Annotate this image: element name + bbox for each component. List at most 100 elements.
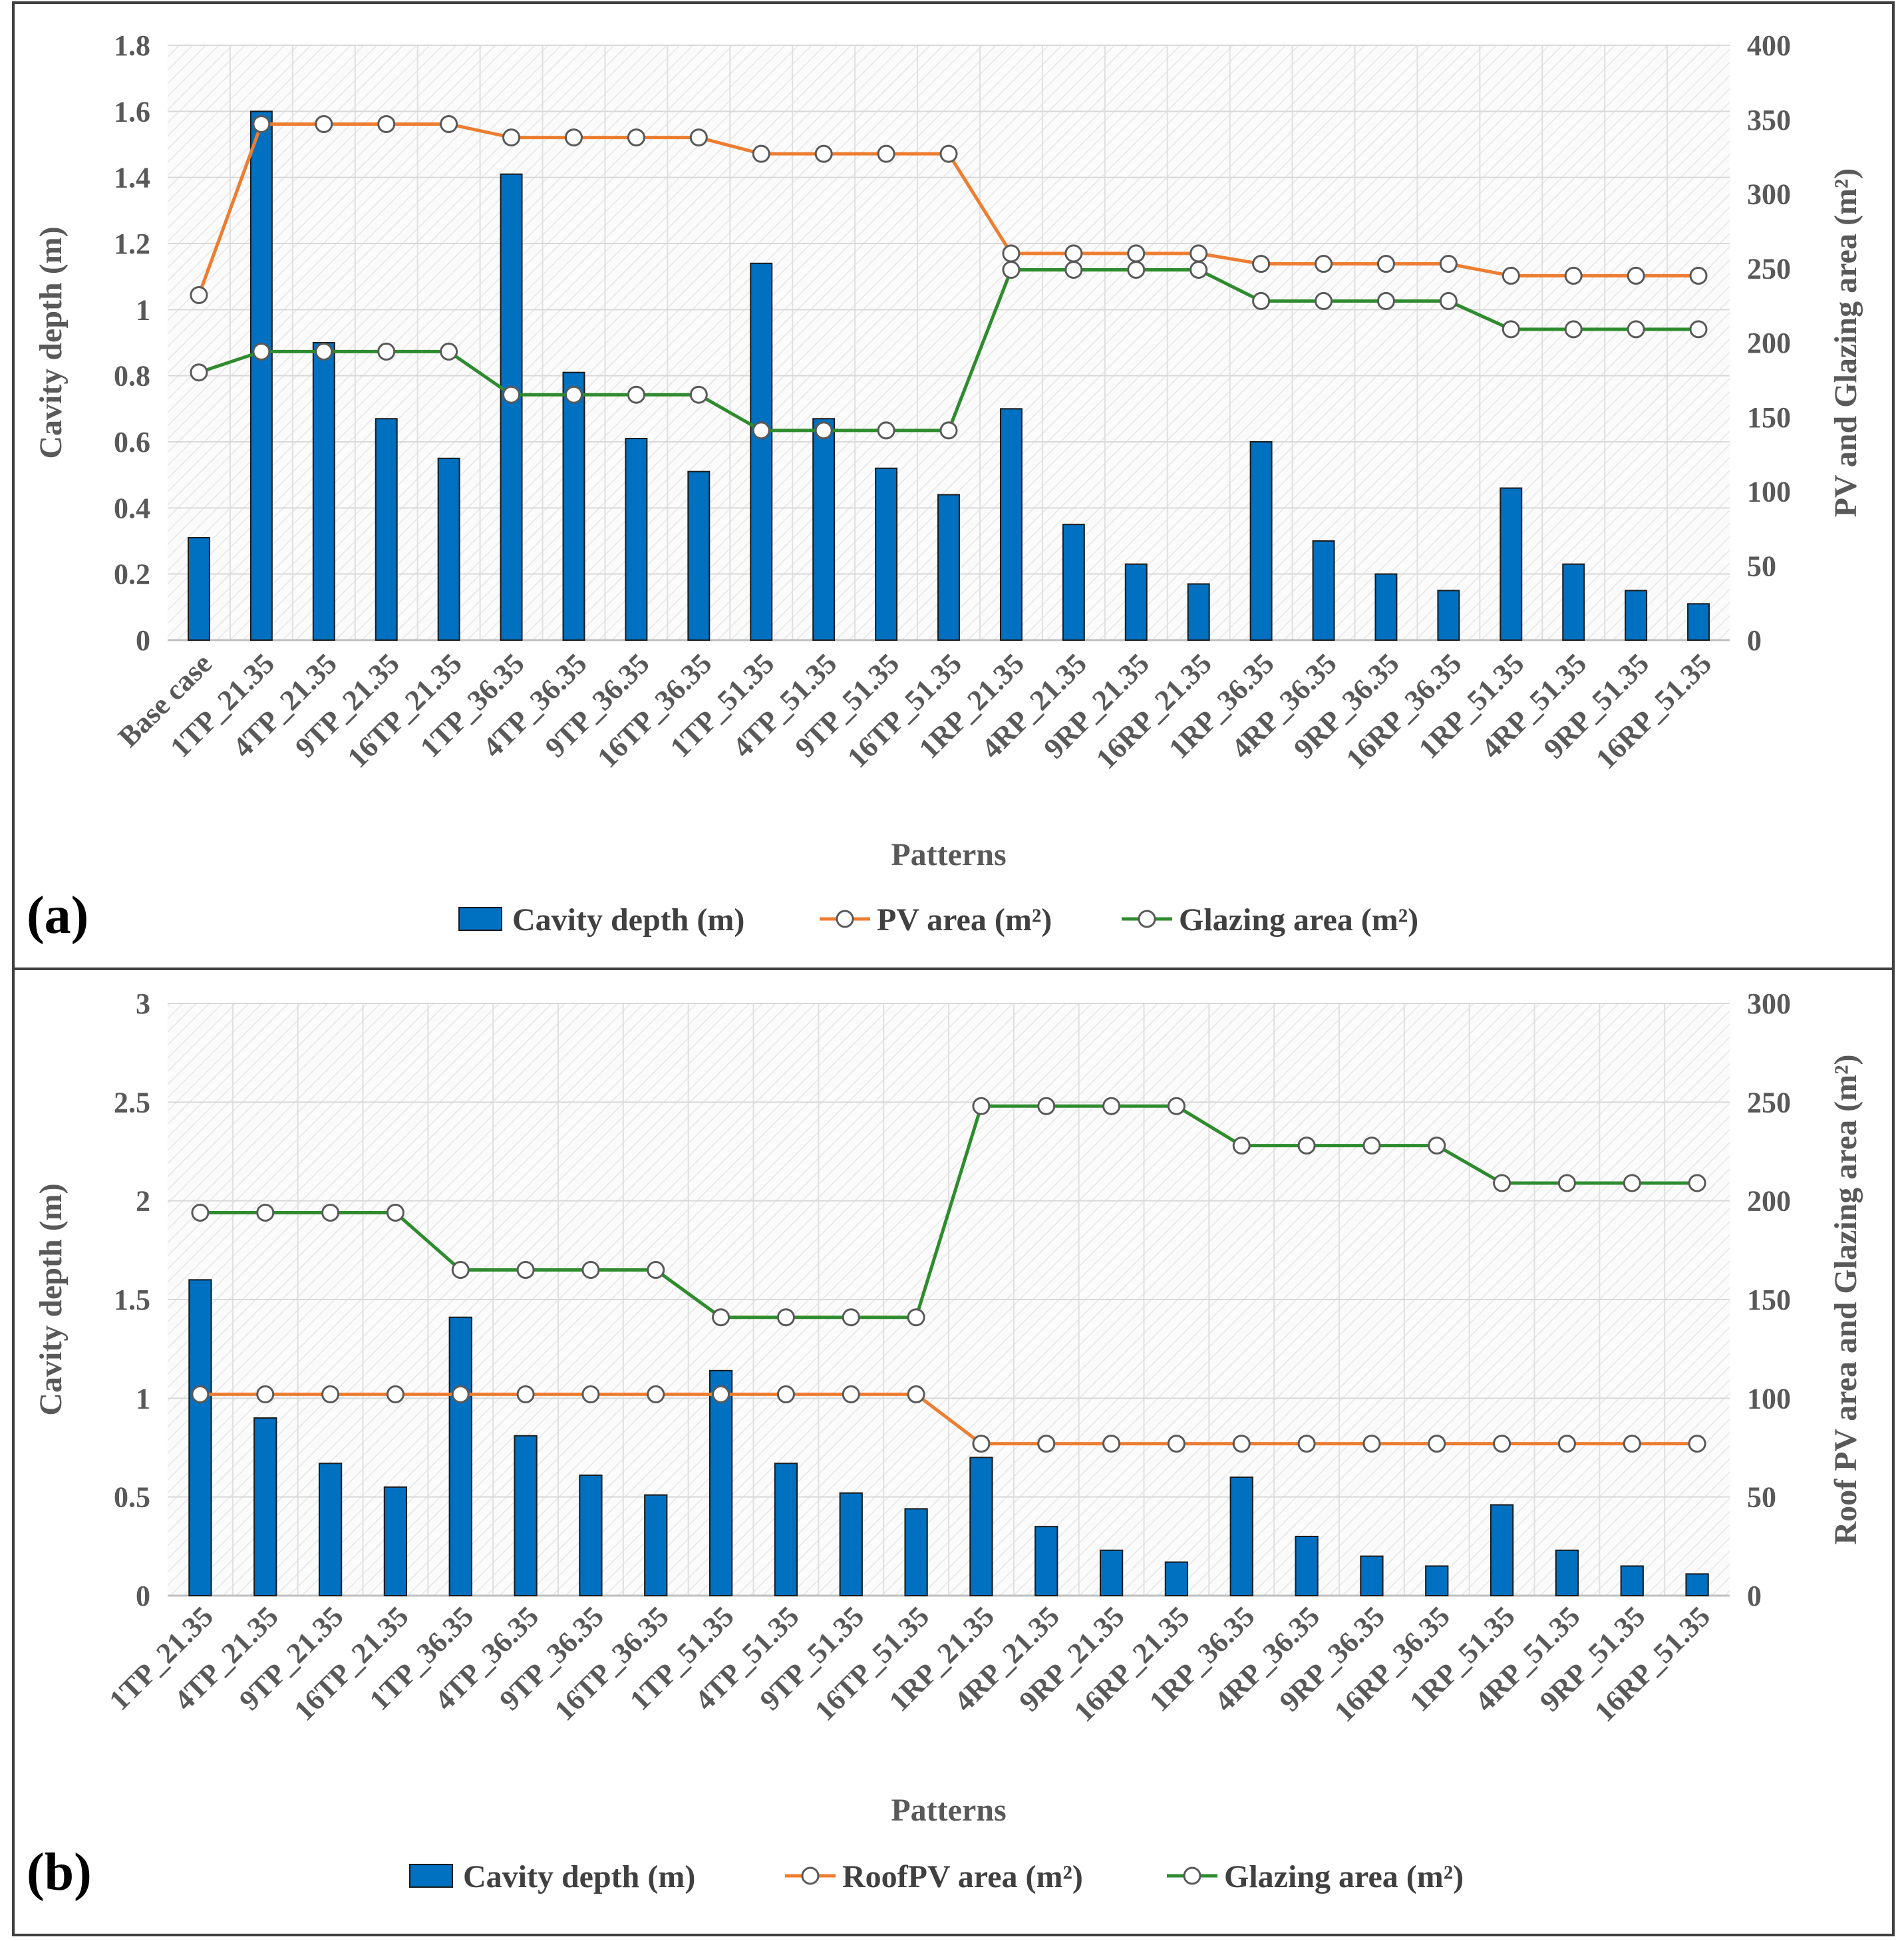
y2-tick-label: 100 (1747, 476, 1791, 508)
y2-tick-label: 100 (1747, 1382, 1791, 1415)
data-point (1127, 244, 1146, 263)
data-point (842, 1385, 860, 1403)
data-point (776, 1308, 795, 1327)
bar (1490, 1504, 1514, 1597)
data-point (252, 342, 271, 361)
bar (839, 1492, 863, 1597)
bar (1687, 603, 1710, 641)
data-point (191, 1385, 210, 1403)
y2-tick-label: 250 (1747, 252, 1791, 285)
data-point (1627, 320, 1645, 339)
y-axis-title: Cavity depth (m) (33, 226, 69, 458)
y-tick-label: 3 (136, 987, 150, 1020)
data-point (1564, 266, 1583, 285)
legend-label: PV area (m²) (877, 902, 1052, 938)
y-tick-label: 0 (136, 624, 150, 657)
bar (1187, 583, 1210, 641)
data-point (1623, 1435, 1641, 1453)
data-point (581, 1261, 600, 1279)
y-tick-label: 1.2 (114, 228, 150, 260)
y2-tick-label: 400 (1747, 29, 1791, 62)
data-point (502, 385, 521, 404)
y-tick-label: 0.2 (114, 558, 150, 591)
data-point (1688, 1435, 1706, 1453)
y2-tick-label: 300 (1747, 987, 1791, 1020)
y2-tick-label: 150 (1747, 1284, 1791, 1316)
y-tick-label: 1.4 (114, 162, 150, 194)
data-point (1564, 320, 1583, 339)
legend-label: Glazing area (m²) (1224, 1859, 1464, 1894)
data-point (315, 342, 333, 361)
data-point (252, 114, 271, 133)
bar (253, 1417, 277, 1596)
data-point (451, 1261, 470, 1279)
bar (904, 1508, 928, 1596)
bar (1360, 1555, 1384, 1597)
data-point (1102, 1435, 1121, 1453)
bar (500, 173, 523, 641)
data-point (907, 1385, 925, 1403)
bar (812, 418, 836, 641)
bar (562, 371, 585, 641)
data-point (689, 128, 708, 147)
bar (312, 342, 335, 641)
panel-label: (b) (27, 1843, 92, 1902)
x-axis-title: Patterns (891, 1793, 1006, 1828)
y2-tick-label: 200 (1747, 327, 1791, 359)
y2-tick-label: 50 (1747, 550, 1776, 582)
data-point (581, 1385, 600, 1403)
bar (375, 418, 398, 641)
bar (1620, 1565, 1644, 1596)
data-point (256, 1203, 275, 1222)
bar (1685, 1573, 1709, 1597)
bar (514, 1435, 538, 1596)
legend-label: Cavity depth (m) (463, 1859, 695, 1894)
series-line (200, 1104, 1698, 1320)
data-point (1190, 260, 1208, 279)
bar (1229, 1477, 1253, 1596)
legend-swatch-marker (1183, 1866, 1201, 1885)
y-tick-label: 1 (136, 1382, 150, 1415)
data-point (440, 114, 458, 133)
bar (969, 1457, 993, 1596)
data-point (627, 128, 645, 147)
bar (1062, 524, 1085, 641)
data-point (1428, 1435, 1446, 1453)
data-point (1297, 1435, 1316, 1453)
data-point (1252, 255, 1271, 273)
data-point (647, 1385, 665, 1403)
bar (644, 1494, 668, 1596)
bar (1562, 563, 1585, 641)
y-tick-label: 0.6 (114, 426, 150, 458)
bar (1425, 1565, 1449, 1596)
data-point (321, 1203, 340, 1222)
bar (383, 1486, 408, 1596)
data-point (1689, 266, 1708, 285)
y-tick-label: 2 (136, 1185, 150, 1218)
bar (1312, 540, 1335, 641)
bar (1249, 441, 1273, 641)
data-point (502, 128, 521, 147)
data-point (1493, 1435, 1511, 1453)
data-point (451, 1385, 470, 1403)
bar (1034, 1526, 1058, 1597)
bar (448, 1316, 472, 1596)
y2-axis-title: Roof PV area and Glazing area (m²) (1828, 1055, 1863, 1545)
data-point (1232, 1137, 1251, 1155)
panel-label: (a) (27, 886, 88, 945)
data-point (1376, 255, 1395, 273)
y-tick-label: 2.5 (114, 1086, 150, 1119)
data-point (1002, 260, 1021, 279)
data-point (1623, 1174, 1641, 1192)
bar (1295, 1536, 1319, 1596)
bar (709, 1369, 733, 1597)
data-point (1252, 291, 1271, 310)
y-tick-label: 0.5 (114, 1481, 150, 1514)
y2-tick-label: 350 (1747, 104, 1791, 136)
y2-tick-label: 50 (1747, 1481, 1776, 1514)
data-point (190, 285, 208, 304)
y2-tick-label: 0 (1747, 624, 1762, 657)
bar (1625, 590, 1648, 641)
data-point (191, 1203, 210, 1222)
